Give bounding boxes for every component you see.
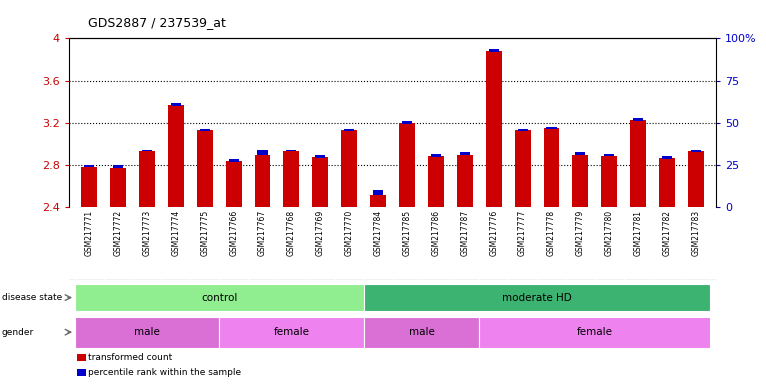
Bar [226, 161, 241, 207]
Bar [402, 121, 412, 124]
Bar [544, 128, 559, 207]
Bar [84, 165, 94, 167]
Text: GSM217786: GSM217786 [431, 210, 440, 256]
Text: GDS2887 / 237539_at: GDS2887 / 237539_at [88, 16, 226, 29]
Bar [283, 151, 300, 207]
Bar [200, 129, 210, 131]
Bar [630, 120, 647, 207]
Text: control: control [201, 293, 237, 303]
Text: transformed count: transformed count [88, 353, 172, 362]
Bar [399, 123, 415, 207]
Bar [633, 118, 643, 121]
Text: percentile rank within the sample: percentile rank within the sample [88, 367, 241, 377]
Text: GSM217768: GSM217768 [287, 210, 296, 256]
Text: GSM217780: GSM217780 [605, 210, 614, 256]
Text: GSM217772: GSM217772 [113, 210, 123, 256]
Text: GSM217778: GSM217778 [547, 210, 556, 256]
Bar [659, 158, 675, 207]
Text: GSM217783: GSM217783 [692, 210, 700, 256]
Text: GSM217766: GSM217766 [229, 210, 238, 256]
Bar [430, 154, 441, 157]
Bar [601, 156, 617, 207]
Bar [286, 150, 296, 151]
Text: gender: gender [2, 328, 34, 337]
Text: female: female [577, 327, 613, 337]
Bar [486, 51, 502, 207]
Bar [428, 156, 444, 207]
Bar [604, 154, 614, 156]
Bar [480, 316, 710, 348]
Bar [197, 130, 213, 207]
Bar [489, 50, 499, 52]
Text: GSM217773: GSM217773 [142, 210, 152, 256]
Text: GSM217767: GSM217767 [258, 210, 267, 256]
Bar [313, 157, 329, 207]
Bar [75, 284, 364, 311]
Bar [373, 190, 383, 195]
Text: GSM217777: GSM217777 [518, 210, 527, 256]
Bar [364, 284, 710, 311]
Bar [168, 105, 184, 207]
Text: GSM217769: GSM217769 [316, 210, 325, 256]
Bar [316, 155, 326, 158]
Bar [344, 129, 355, 131]
Text: disease state: disease state [2, 293, 62, 302]
Bar [364, 316, 480, 348]
Bar [662, 156, 672, 159]
Bar [110, 168, 126, 207]
Bar [515, 130, 531, 207]
Text: GSM217781: GSM217781 [633, 210, 643, 255]
Bar [370, 195, 386, 207]
Bar [518, 129, 528, 131]
Bar [691, 150, 701, 152]
Text: GSM217785: GSM217785 [402, 210, 411, 256]
Bar [342, 130, 357, 207]
Bar [457, 154, 473, 207]
Bar [228, 159, 239, 162]
Text: GSM217771: GSM217771 [85, 210, 93, 256]
Text: moderate HD: moderate HD [502, 293, 572, 303]
Bar [572, 154, 588, 207]
Bar [219, 316, 364, 348]
Text: GSM217770: GSM217770 [345, 210, 354, 256]
Bar [257, 150, 267, 154]
Text: GSM217787: GSM217787 [460, 210, 470, 256]
Bar [575, 152, 585, 154]
Bar [75, 316, 219, 348]
Bar [113, 165, 123, 168]
Bar [254, 154, 270, 207]
Bar [142, 150, 152, 151]
Bar [81, 167, 97, 207]
Bar [171, 103, 181, 106]
Text: GSM217784: GSM217784 [374, 210, 383, 256]
Text: female: female [273, 327, 309, 337]
Text: GSM217782: GSM217782 [663, 210, 672, 255]
Bar [546, 127, 557, 129]
Text: male: male [134, 327, 160, 337]
Text: GSM217775: GSM217775 [200, 210, 209, 256]
Text: male: male [408, 327, 434, 337]
Text: GSM217774: GSM217774 [172, 210, 180, 256]
Text: GSM217776: GSM217776 [489, 210, 498, 256]
Bar [139, 151, 155, 207]
Bar [460, 152, 470, 154]
Text: GSM217779: GSM217779 [576, 210, 585, 256]
Bar [688, 151, 704, 207]
